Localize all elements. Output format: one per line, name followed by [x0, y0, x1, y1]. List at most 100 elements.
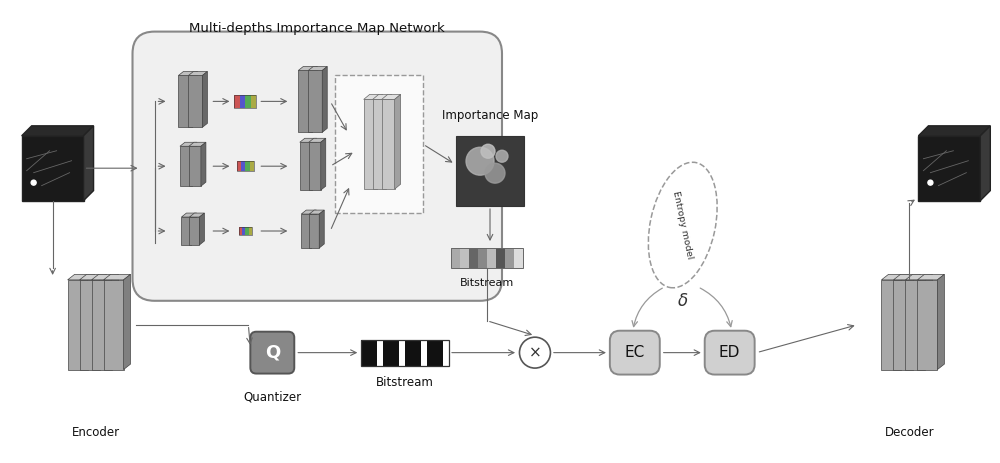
Polygon shape: [308, 70, 322, 132]
Text: Bitstream: Bitstream: [460, 278, 514, 288]
Polygon shape: [421, 340, 427, 366]
Circle shape: [481, 144, 495, 158]
FancyBboxPatch shape: [133, 31, 502, 301]
Text: Q: Q: [265, 344, 280, 362]
Ellipse shape: [648, 162, 717, 288]
Polygon shape: [980, 126, 990, 200]
Polygon shape: [249, 227, 252, 235]
Polygon shape: [405, 340, 421, 366]
Polygon shape: [373, 100, 386, 189]
Text: δ: δ: [678, 292, 688, 310]
Polygon shape: [181, 213, 196, 217]
Polygon shape: [245, 95, 251, 108]
Polygon shape: [905, 280, 925, 369]
FancyBboxPatch shape: [250, 332, 294, 374]
Circle shape: [466, 147, 494, 175]
Polygon shape: [311, 210, 316, 248]
Polygon shape: [319, 210, 324, 248]
Polygon shape: [189, 146, 201, 186]
Polygon shape: [298, 70, 312, 132]
Polygon shape: [460, 248, 469, 268]
Polygon shape: [395, 94, 401, 189]
Text: Encoder: Encoder: [72, 426, 120, 439]
Polygon shape: [321, 138, 326, 190]
Polygon shape: [199, 213, 204, 245]
Polygon shape: [180, 142, 197, 146]
Polygon shape: [917, 280, 937, 369]
Polygon shape: [322, 67, 327, 132]
Text: Importance Map: Importance Map: [442, 109, 538, 122]
Text: Decoder: Decoder: [885, 426, 934, 439]
Polygon shape: [309, 214, 319, 248]
Polygon shape: [298, 67, 317, 70]
Polygon shape: [188, 71, 207, 75]
Polygon shape: [124, 275, 131, 369]
Text: Quantizer: Quantizer: [243, 390, 301, 404]
Circle shape: [485, 163, 505, 183]
Polygon shape: [469, 248, 478, 268]
Polygon shape: [312, 67, 317, 132]
Polygon shape: [386, 94, 392, 189]
Polygon shape: [201, 142, 206, 186]
Polygon shape: [92, 275, 119, 280]
Polygon shape: [68, 275, 95, 280]
Polygon shape: [918, 136, 980, 200]
Polygon shape: [245, 161, 250, 171]
Polygon shape: [382, 94, 401, 100]
Polygon shape: [364, 94, 383, 100]
Polygon shape: [80, 280, 100, 369]
Polygon shape: [377, 340, 383, 366]
Polygon shape: [399, 340, 405, 366]
Polygon shape: [202, 71, 207, 127]
Text: Multi-depths Importance Map Network: Multi-depths Importance Map Network: [189, 22, 445, 35]
Text: EC: EC: [625, 345, 645, 360]
Polygon shape: [237, 161, 241, 171]
FancyBboxPatch shape: [705, 331, 755, 375]
FancyBboxPatch shape: [610, 331, 660, 375]
Polygon shape: [192, 71, 197, 127]
Polygon shape: [178, 75, 192, 127]
Polygon shape: [309, 138, 326, 142]
Text: Bitstream: Bitstream: [376, 375, 434, 388]
Polygon shape: [84, 126, 94, 200]
Polygon shape: [300, 142, 312, 190]
Polygon shape: [443, 340, 449, 366]
Polygon shape: [427, 340, 443, 366]
Polygon shape: [383, 340, 399, 366]
Polygon shape: [496, 248, 505, 268]
Polygon shape: [241, 161, 245, 171]
FancyBboxPatch shape: [335, 75, 423, 213]
Polygon shape: [22, 136, 84, 200]
Text: ×: ×: [529, 345, 541, 360]
Polygon shape: [377, 94, 383, 189]
Polygon shape: [178, 71, 197, 75]
Polygon shape: [925, 275, 932, 369]
Polygon shape: [917, 275, 944, 280]
Polygon shape: [242, 227, 245, 235]
Polygon shape: [239, 227, 242, 235]
Polygon shape: [189, 142, 206, 146]
Polygon shape: [361, 340, 377, 366]
Polygon shape: [312, 138, 317, 190]
Polygon shape: [901, 275, 908, 369]
Polygon shape: [937, 275, 944, 369]
Polygon shape: [918, 126, 990, 136]
Polygon shape: [181, 217, 191, 245]
Polygon shape: [240, 95, 245, 108]
Text: ED: ED: [719, 345, 740, 360]
Polygon shape: [104, 280, 124, 369]
Polygon shape: [893, 275, 920, 280]
Polygon shape: [112, 275, 119, 369]
Circle shape: [519, 337, 550, 368]
Polygon shape: [92, 280, 112, 369]
Polygon shape: [478, 248, 487, 268]
Polygon shape: [382, 100, 395, 189]
Polygon shape: [192, 142, 197, 186]
Polygon shape: [300, 138, 317, 142]
Polygon shape: [22, 126, 94, 136]
Polygon shape: [80, 275, 107, 280]
Polygon shape: [88, 275, 95, 369]
Polygon shape: [364, 100, 377, 189]
Polygon shape: [514, 248, 523, 268]
Polygon shape: [881, 280, 901, 369]
